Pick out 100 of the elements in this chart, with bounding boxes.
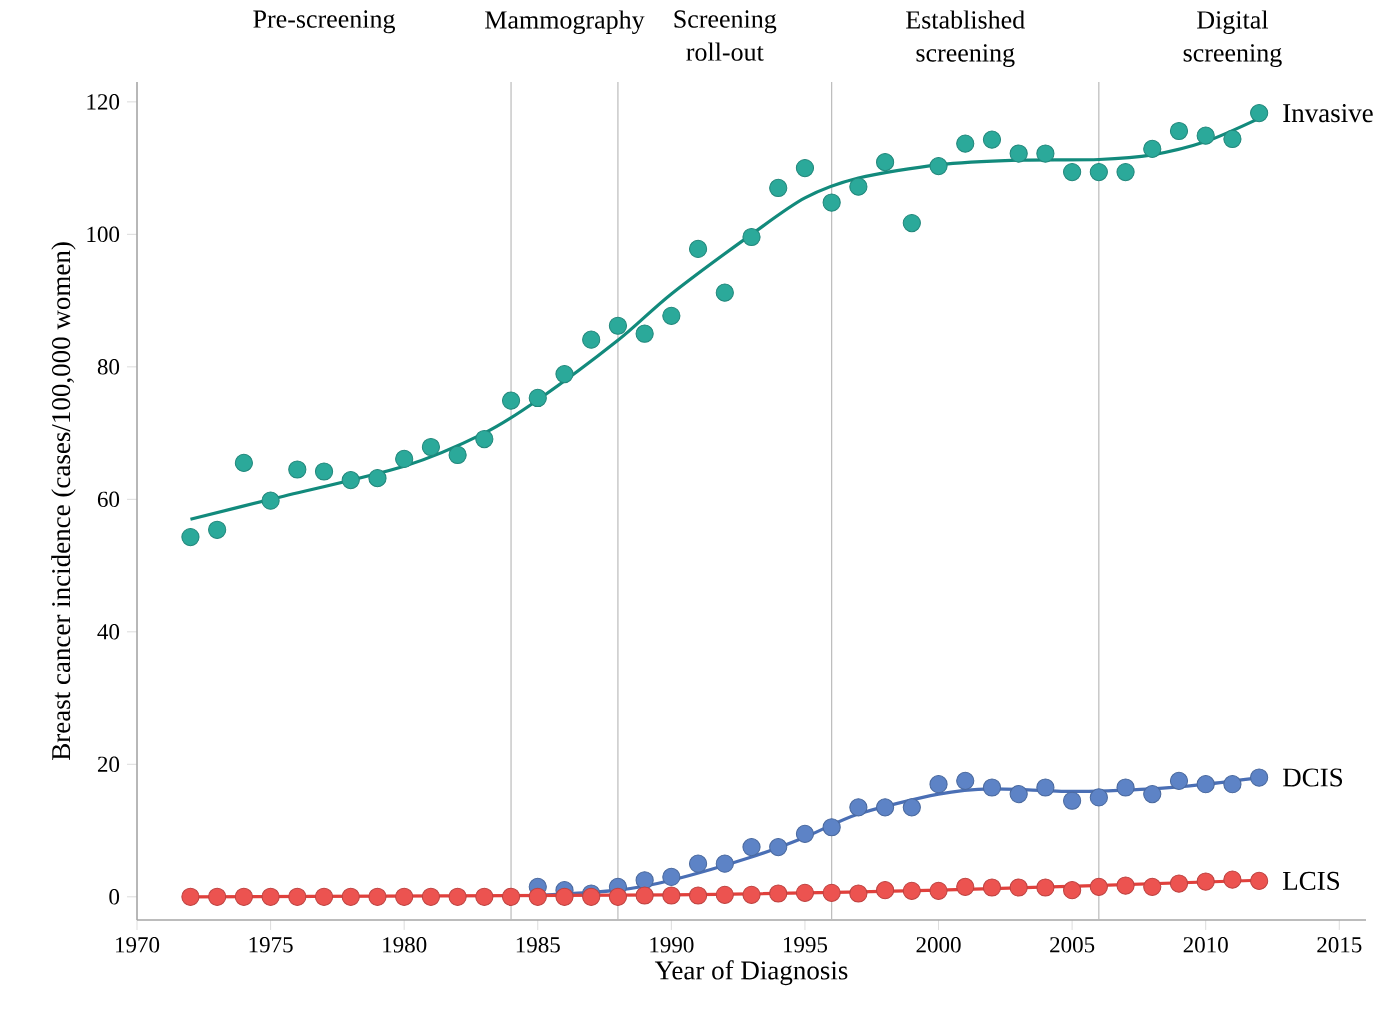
point [1250, 871, 1269, 890]
point [1009, 785, 1028, 804]
point [395, 887, 414, 906]
point [181, 887, 200, 906]
point [929, 157, 948, 176]
point [795, 824, 815, 843]
point [902, 798, 921, 817]
point [849, 884, 868, 903]
point [1223, 129, 1242, 149]
point [635, 886, 654, 905]
x-tick-label: 1985 [516, 937, 560, 953]
text: Digital screening [1183, 10, 1282, 68]
point [448, 445, 467, 465]
point [1223, 775, 1242, 794]
point [288, 887, 307, 906]
point [528, 887, 547, 906]
x-axis-title: Year of Diagnosis [654, 960, 848, 986]
point [662, 867, 681, 887]
point [1063, 881, 1082, 900]
point [421, 437, 440, 457]
point [234, 887, 253, 906]
point [448, 887, 467, 906]
point [555, 365, 574, 384]
x-tick-label: 1970 [116, 937, 160, 953]
point [742, 885, 761, 904]
series-label: DCIS [1282, 768, 1343, 787]
y-tick-label: 100 [87, 226, 120, 243]
point [1116, 876, 1135, 895]
point [902, 881, 921, 900]
point [1143, 785, 1162, 804]
point [956, 877, 975, 896]
point [208, 520, 227, 539]
point [501, 887, 521, 906]
point [1116, 162, 1135, 182]
point [421, 887, 440, 906]
text: Established screening [906, 10, 1025, 68]
point [368, 887, 387, 906]
x-tick-label: 1990 [650, 937, 694, 953]
point [715, 854, 734, 873]
point [1089, 162, 1108, 182]
point [341, 471, 360, 490]
point [715, 283, 734, 302]
point [582, 330, 601, 349]
point [1223, 870, 1242, 889]
x-tick-label: 2015 [1317, 937, 1362, 953]
point [662, 886, 681, 905]
point [475, 429, 494, 449]
point [368, 469, 387, 488]
series-label: Invasive [1283, 104, 1373, 123]
point [662, 306, 681, 325]
point [822, 883, 841, 902]
point [956, 134, 975, 153]
point [902, 213, 921, 233]
point [635, 324, 654, 343]
point [261, 887, 280, 906]
point [208, 887, 227, 906]
point [688, 854, 708, 873]
point [982, 130, 1002, 149]
point [555, 887, 574, 906]
text: Pre-screening [253, 10, 396, 34]
point [1009, 144, 1028, 163]
point [822, 193, 841, 212]
point [234, 453, 253, 472]
point [1009, 878, 1028, 897]
point [1143, 139, 1162, 158]
point [1036, 144, 1055, 163]
point [608, 316, 628, 335]
x-tick-label: 1980 [383, 937, 427, 953]
point [288, 460, 307, 479]
x-tick-label: 2010 [1183, 937, 1228, 953]
point [982, 878, 1002, 897]
point [876, 881, 895, 900]
point [1196, 126, 1215, 145]
series-label: LCIS [1282, 871, 1340, 890]
point [1169, 874, 1189, 893]
point [849, 798, 868, 817]
point [314, 887, 334, 906]
point [849, 177, 868, 196]
text: Mammography [485, 10, 645, 35]
point [715, 885, 734, 904]
point [395, 449, 414, 469]
point [795, 883, 815, 902]
point [1169, 771, 1189, 790]
x-tick-label: 1995 [783, 937, 828, 953]
point [1143, 877, 1162, 896]
point [1250, 104, 1269, 123]
point [1063, 791, 1082, 810]
point [956, 771, 975, 790]
y-axis-title: Breast cancer incidence (cases/100,000 women) [51, 242, 76, 760]
point [929, 881, 948, 900]
point [769, 884, 788, 903]
point [742, 227, 761, 247]
point [1250, 768, 1269, 787]
text: Screening roll-out [674, 10, 777, 61]
point [769, 178, 788, 198]
y-tick-label: 80 [97, 359, 120, 375]
point [181, 527, 200, 547]
point [1116, 778, 1135, 797]
point [608, 887, 628, 906]
point [1089, 877, 1108, 896]
